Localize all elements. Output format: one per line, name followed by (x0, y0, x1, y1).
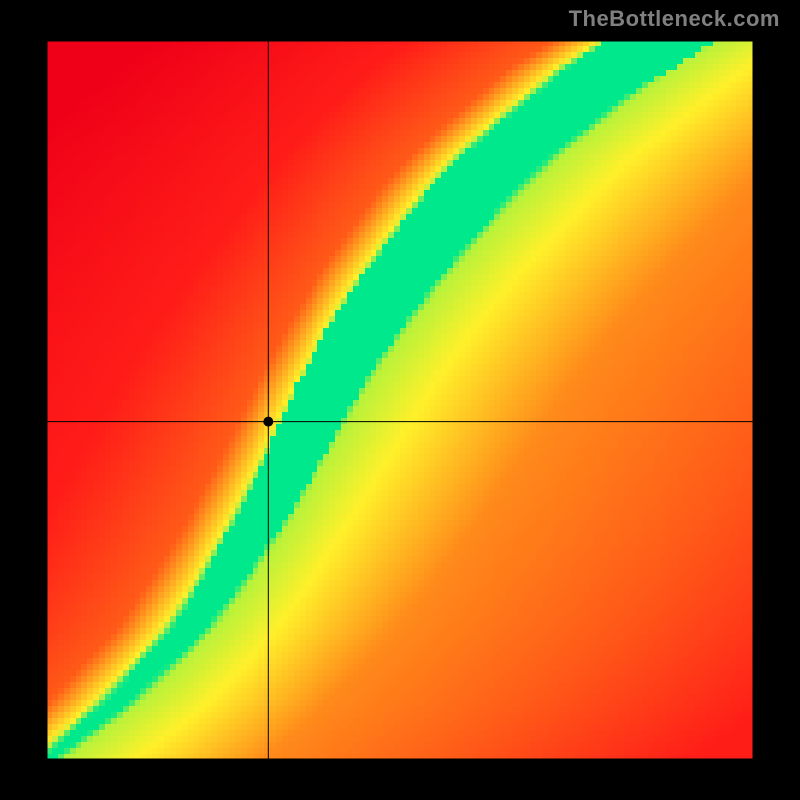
watermark-text: TheBottleneck.com (569, 6, 780, 32)
heatmap-canvas (46, 40, 754, 760)
heatmap-plot (46, 40, 754, 760)
